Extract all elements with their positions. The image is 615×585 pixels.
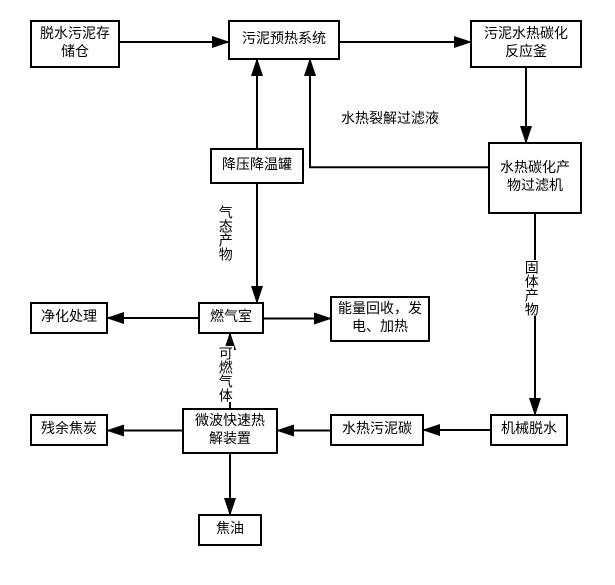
node-purify: 净化处理 (30, 302, 108, 334)
edge-label-solid: 固体产物 (519, 260, 540, 316)
node-combust: 燃气室 (198, 302, 264, 334)
node-tar: 焦油 (198, 514, 262, 546)
edge-label-gas: 气态产物 (213, 205, 234, 261)
node-char: 水热污泥碳 (330, 414, 424, 446)
edge-label-liquid: 水热裂解过滤液 (335, 112, 445, 129)
node-storage: 脱水污泥存储仓 (30, 20, 120, 68)
node-recover: 能量回收，发电、加热 (330, 296, 430, 342)
node-reactor: 污泥水热碳化反应釜 (470, 20, 582, 68)
edge-label-fuelgas: 可燃气体 (213, 346, 234, 402)
node-coke: 残余焦炭 (30, 414, 108, 446)
node-dewater: 机械脱水 (490, 414, 568, 446)
node-filter: 水热碳化产物过滤机 (488, 142, 582, 214)
node-preheat: 污泥预热系统 (228, 20, 340, 60)
node-tank: 降压降温罐 (210, 148, 304, 184)
node-pyrolysis: 微波快速热解装置 (182, 408, 278, 454)
flowchart-canvas: 脱水污泥存储仓 污泥预热系统 污泥水热碳化反应釜水热碳化产物过滤机 降压降温罐净化处理… (0, 0, 615, 585)
